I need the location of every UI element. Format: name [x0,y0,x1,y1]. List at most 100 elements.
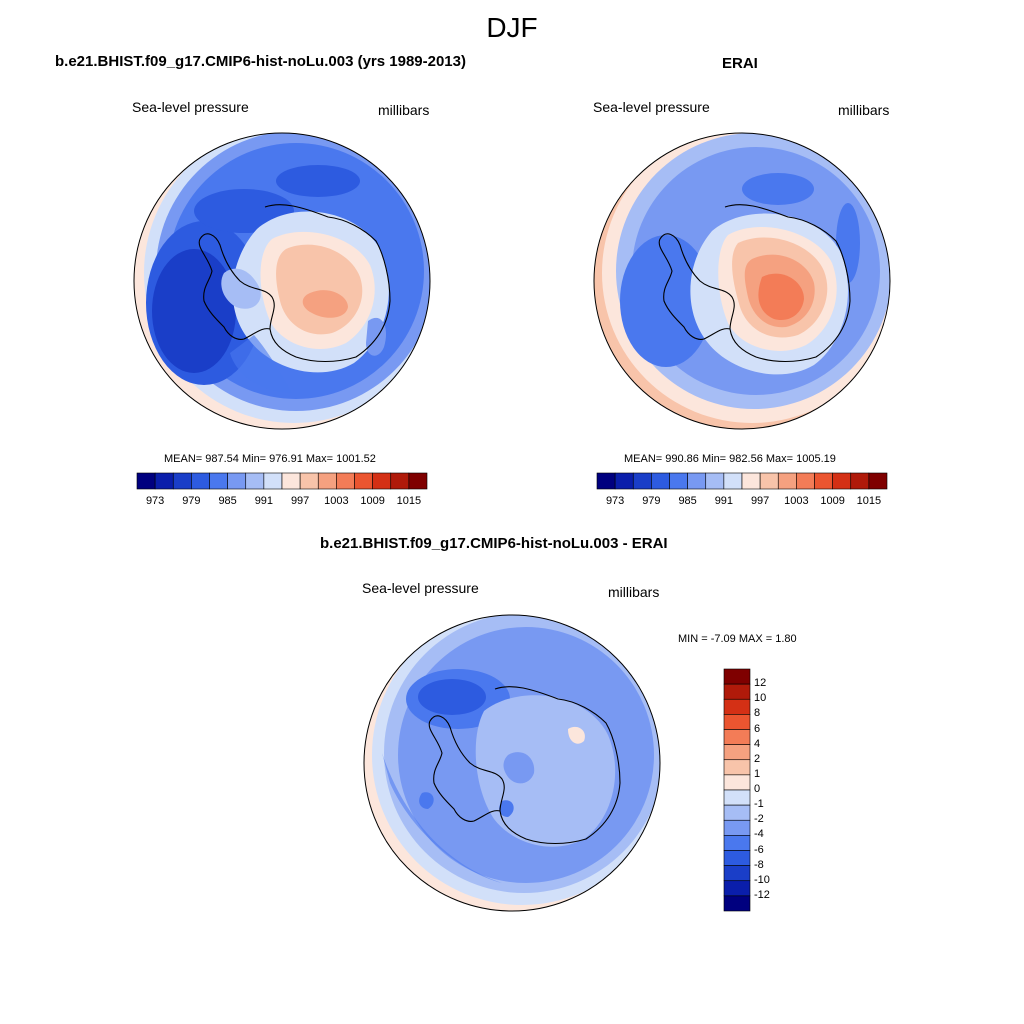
obs-panel-title: ERAI [722,55,758,72]
obs-units-label: millibars [838,102,890,118]
colorbar-swatch [154,472,174,490]
colorbar-swatch [651,472,670,490]
colorbar-tick-label: 973 [145,495,165,507]
colorbar-swatch [209,472,228,490]
diff-colorbar [723,668,751,912]
colorbar-swatch [390,472,410,490]
colorbar-tick-label: -1 [754,798,764,811]
colorbar-tick-label: 1009 [360,495,385,507]
colorbar-tick-label: 997 [290,495,310,507]
colorbar-swatch [796,472,815,490]
colorbar-tick-label: 991 [254,495,274,507]
colorbar-swatch [191,472,210,490]
colorbar-tick-label: 1003 [784,495,809,507]
colorbar-swatch [723,472,743,490]
colorbar-tick-label: 8 [754,707,761,720]
antarctica-coastline [658,204,851,363]
map-boundary [133,132,431,430]
colorbar-tick-label: 1015 [396,495,422,507]
colorbar-tick-label: -8 [754,858,764,871]
antarctica-coastline [428,686,621,845]
colorbar-tick-label: 1 [754,767,761,780]
colorbar-swatch [723,668,751,685]
colorbar-tick-label: 991 [714,495,734,507]
colorbar-swatch [723,880,751,897]
model-colorbar-ticks: 973 979 985 991 997 1003 1009 1015 [137,495,427,509]
map-boundary [363,614,661,912]
colorbar-swatch [832,472,852,490]
colorbar-swatch [317,472,337,490]
colorbar-swatch [172,472,192,490]
colorbar-tick-label: 2 [754,752,761,765]
obs-stats: MEAN= 990.86 Min= 982.56 Max= 1005.19 [624,453,836,465]
colorbar-tick-label: -12 [754,888,770,901]
colorbar-swatch [723,895,751,912]
colorbar-swatch [354,472,373,490]
colorbar-tick-label: 12 [754,677,767,690]
colorbar-swatch [632,472,652,490]
colorbar-swatch [596,472,616,490]
colorbar-tick-label: 1009 [820,495,845,507]
colorbar-swatch [723,819,751,836]
diff-colorbar-ticks: 12 10 8 6 4 2 1 0 -1 -2 -4 -6 -8 -10 -12 [754,669,794,911]
colorbar-swatch [850,472,870,490]
antarctica-coastline [198,204,391,363]
colorbar-swatch [723,835,751,851]
colorbar-swatch [868,472,888,490]
colorbar-swatch [777,472,797,490]
colorbar-tick-label: 10 [754,692,767,705]
diff-stats: MIN = -7.09 MAX = 1.80 [678,633,797,645]
colorbar-swatch [614,472,634,490]
colorbar-tick-label: 1015 [856,495,882,507]
colorbar-swatch [723,683,751,700]
colorbar-swatch [372,472,392,490]
colorbar-tick-label: -4 [754,828,764,841]
obs-polar-map [593,132,891,430]
obs-variable-label: Sea-level pressure [593,99,710,115]
diff-variable-label: Sea-level pressure [362,580,479,596]
colorbar-tick-label: 6 [754,722,761,735]
colorbar-swatch [759,472,779,490]
colorbar-swatch [408,472,428,490]
colorbar-swatch [263,472,283,490]
model-panel-title: b.e21.BHIST.f09_g17.CMIP6-hist-noLu.003 … [55,53,466,70]
diff-polar-map [363,614,661,912]
colorbar-tick-label: 985 [678,495,697,507]
colorbar-swatch [687,472,707,490]
obs-colorbar [596,472,888,490]
colorbar-swatch [723,804,751,821]
colorbar-tick-label: 979 [182,495,201,507]
colorbar-swatch [281,472,301,490]
colorbar-tick-label: 997 [750,495,770,507]
model-units-label: millibars [378,102,430,118]
colorbar-swatch [299,472,319,490]
colorbar-swatch [723,850,751,866]
colorbar-swatch [705,472,725,490]
map-boundary [593,132,891,430]
diff-units-label: millibars [608,584,660,600]
model-variable-label: Sea-level pressure [132,99,249,115]
colorbar-swatch [723,789,751,806]
model-polar-map [133,132,431,430]
colorbar-tick-label: 985 [218,495,237,507]
season-title: DJF [486,12,538,43]
colorbar-swatch [723,714,751,730]
colorbar-swatch [245,472,265,490]
colorbar-swatch [741,472,761,490]
colorbar-swatch [669,472,688,490]
colorbar-swatch [723,744,751,761]
colorbar-tick-label: 0 [754,783,761,795]
colorbar-tick-label: 1003 [324,495,349,507]
colorbar-tick-label: 4 [754,737,761,750]
colorbar-tick-label: -6 [754,843,764,856]
colorbar-swatch [723,698,751,715]
colorbar-swatch [336,472,355,490]
model-stats: MEAN= 987.54 Min= 976.91 Max= 1001.52 [164,453,376,465]
colorbar-tick-label: -10 [754,873,770,886]
colorbar-swatch [814,472,833,490]
colorbar-swatch [136,472,156,490]
colorbar-swatch [723,759,751,776]
colorbar-tick-label: 979 [642,495,661,507]
colorbar-tick-label: 973 [605,495,625,507]
colorbar-tick-label: -2 [754,813,764,826]
